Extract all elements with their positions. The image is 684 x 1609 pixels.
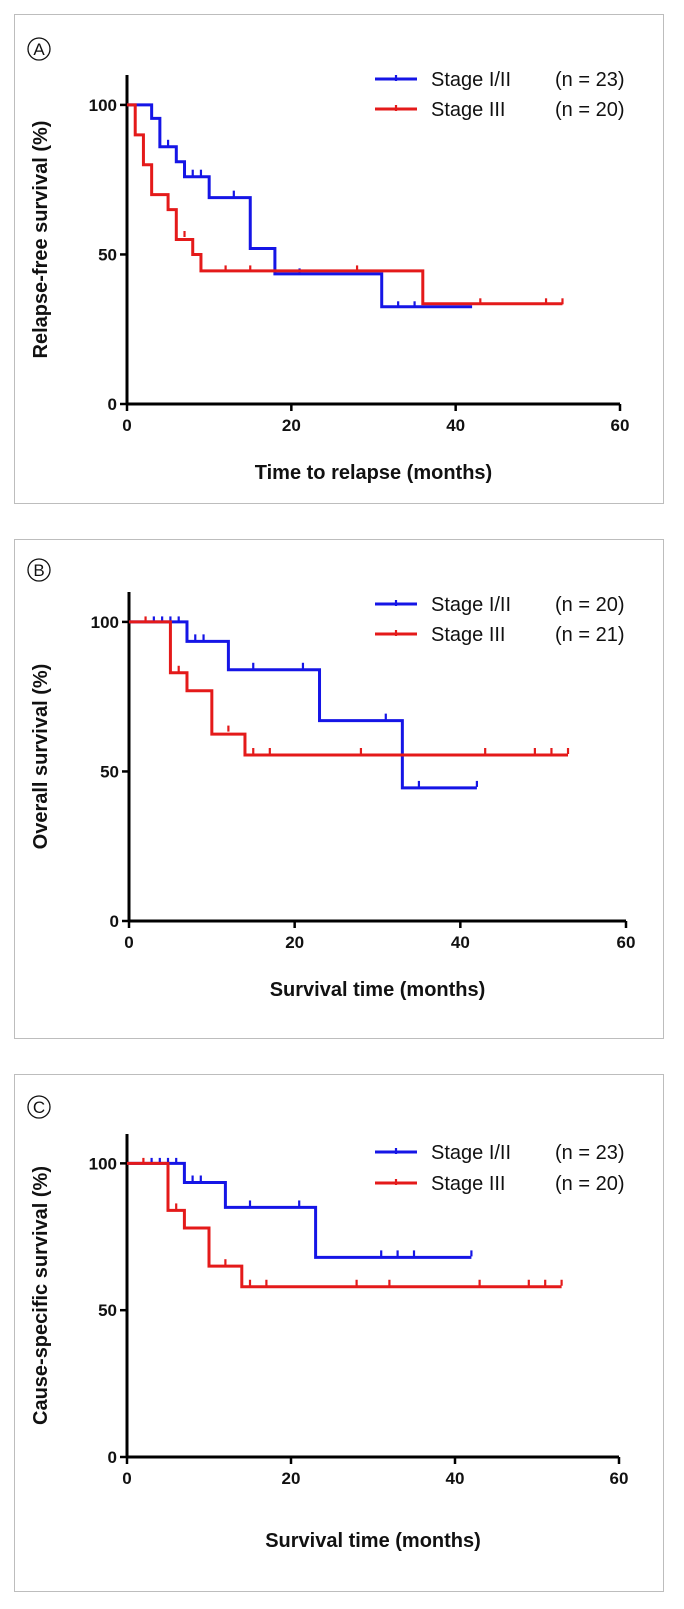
legend-n-stage-i-ii: (n = 20): [555, 594, 624, 616]
y-tick-label: 50: [98, 1301, 117, 1320]
legend-n-stage-iii: (n = 20): [555, 1173, 624, 1195]
x-axis-title: Survival time (months): [270, 979, 486, 1001]
y-tick-label: 0: [110, 912, 119, 931]
legend-n-stage-i-ii: (n = 23): [555, 69, 624, 91]
legend-label-stage-iii: Stage III: [431, 1173, 506, 1195]
x-tick-label: 60: [611, 416, 630, 435]
y-tick-label: 0: [108, 395, 117, 414]
y-tick-label: 100: [89, 96, 117, 115]
x-tick-label: 60: [617, 933, 636, 952]
chart-c-svg: C 0 20 40 60 0 50 100 Survival time (months) Caus…: [27, 1095, 629, 1552]
legend-label-stage-i-ii: Stage I/II: [431, 594, 511, 616]
legend-label-stage-iii: Stage III: [431, 624, 506, 646]
x-tick-label: 0: [122, 1469, 131, 1488]
legend-n-stage-i-ii: (n = 23): [555, 1142, 624, 1164]
panel-b: B 0 20 40 60 0 50 100 Survival time (months) Over…: [14, 539, 664, 1039]
panel-c-badge-circle: [27, 1095, 51, 1119]
km-curve-stage-i-ii: [127, 1161, 472, 1259]
panel-c: C 0 20 40 60 0 50 100 Survival time (months) Caus…: [14, 1074, 664, 1592]
y-axis-title: Overall survival (%): [30, 664, 52, 850]
x-axis-title: Time to relapse (months): [255, 462, 492, 484]
panel-a-badge-circle: [27, 37, 51, 61]
km-curve-stage-i-ii: [127, 103, 473, 309]
legend-label-stage-i-ii: Stage I/II: [431, 1142, 511, 1164]
y-tick-label: 50: [98, 245, 117, 264]
panel-a: A 0 20 40 60 0 50 100 Time to relapse (months) Re…: [14, 14, 664, 504]
y-axis-title: Relapse-free survival (%): [30, 121, 52, 359]
y-tick-label: 100: [89, 1154, 117, 1173]
x-axis-title: Survival time (months): [265, 1530, 481, 1552]
legend-n-stage-iii: (n = 21): [555, 624, 624, 646]
x-tick-label: 20: [282, 1469, 301, 1488]
legend-label-stage-i-ii: Stage I/II: [431, 69, 511, 91]
y-axis-title: Cause-specific survival (%): [30, 1166, 52, 1425]
legend-n-stage-iii: (n = 20): [555, 99, 624, 121]
legend-label-stage-iii: Stage III: [431, 99, 506, 121]
x-tick-label: 20: [282, 416, 301, 435]
km-curve-stage-iii: [129, 620, 569, 757]
x-tick-label: 40: [446, 1469, 465, 1488]
chart-b-svg: B 0 20 40 60 0 50 100 Survival time (months) Over…: [27, 558, 636, 1001]
km-curve-stage-i-ii: [129, 620, 477, 790]
km-curve-stage-iii: [127, 1161, 562, 1289]
x-tick-label: 40: [451, 933, 470, 952]
y-tick-label: 50: [100, 762, 119, 781]
x-tick-label: 40: [446, 416, 465, 435]
y-tick-label: 100: [91, 613, 119, 632]
panel-b-badge-circle: [27, 558, 51, 582]
x-tick-label: 0: [124, 933, 133, 952]
y-tick-label: 0: [108, 1448, 117, 1467]
panel-a-label: A: [33, 40, 45, 59]
x-tick-label: 20: [285, 933, 304, 952]
chart-a-svg: A 0 20 40 60 0 50 100 Time to relapse (months) Re…: [27, 37, 630, 484]
panel-b-label: B: [33, 561, 44, 580]
x-tick-label: 60: [610, 1469, 629, 1488]
km-curve-stage-iii: [127, 103, 563, 306]
x-tick-label: 0: [122, 416, 131, 435]
panel-c-label: C: [33, 1098, 45, 1117]
